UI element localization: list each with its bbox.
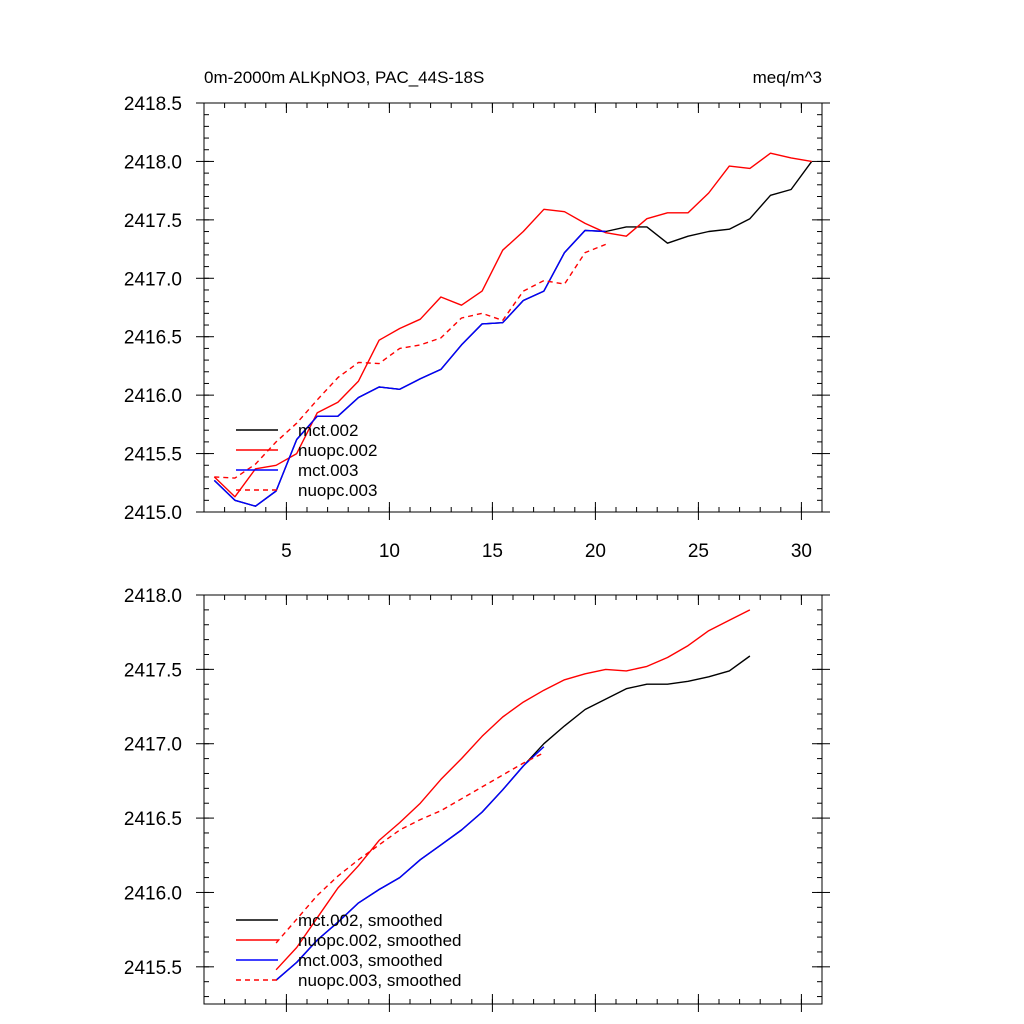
legend-label: nuopc.002, smoothed xyxy=(298,931,462,950)
x-tick-label: 30 xyxy=(791,541,812,562)
y-tick-label: 2416.0 xyxy=(124,883,182,904)
legend-label: mct.002 xyxy=(298,421,358,440)
series-line-2 xyxy=(275,746,545,981)
plot-frame xyxy=(203,594,823,1005)
legend-label: mct.003 xyxy=(298,461,358,480)
bottom-panel: 2415.5 2416.0 2416.5 2417.0 2417.5 2418.0 mct.… xyxy=(124,586,830,1012)
legend-label: nuopc.002 xyxy=(298,441,377,460)
y-tick-label: 2418.0 xyxy=(124,586,182,607)
y-tick-label: 2415.5 xyxy=(124,445,182,466)
x-tick-label: 20 xyxy=(585,541,606,562)
series-line-1 xyxy=(275,609,751,971)
y-tick-label: 2418.0 xyxy=(124,152,182,173)
units-label: meq/m^3 xyxy=(753,68,822,87)
x-tick-label: 15 xyxy=(482,541,503,562)
y-tick-label: 2418.5 xyxy=(124,94,182,115)
y-tick-label: 2417.5 xyxy=(124,660,182,681)
y-tick-label: 2416.5 xyxy=(124,809,182,830)
y-tick-label: 2416.0 xyxy=(124,386,182,407)
x-tick-label: 5 xyxy=(281,541,292,562)
legend-label: mct.002, smoothed xyxy=(298,911,443,930)
series-line-3 xyxy=(214,243,606,479)
plot-frame xyxy=(203,102,823,513)
series-line-3 xyxy=(275,752,545,944)
y-tick-label: 2417.0 xyxy=(124,269,182,290)
legend-label: mct.003, smoothed xyxy=(298,951,443,970)
y-tick-label: 2417.0 xyxy=(124,735,182,756)
legend-label: nuopc.003, smoothed xyxy=(298,971,462,990)
y-tick-label: 2415.5 xyxy=(124,958,182,979)
y-tick-label: 2416.5 xyxy=(124,328,182,349)
chart-title: 0m-2000m ALKpNO3, PAC_44S-18S xyxy=(204,68,484,87)
x-tick-label: 25 xyxy=(688,541,709,562)
legend-label: nuopc.003 xyxy=(298,481,377,500)
y-tick-label: 2417.5 xyxy=(124,211,182,232)
x-tick-label: 10 xyxy=(379,541,400,562)
series-line-2 xyxy=(213,229,606,507)
y-tick-label: 2415.0 xyxy=(124,503,182,524)
top-panel: 0m-2000m ALKpNO3, PAC_44S-18S meq/m^3 5 1… xyxy=(124,68,830,562)
